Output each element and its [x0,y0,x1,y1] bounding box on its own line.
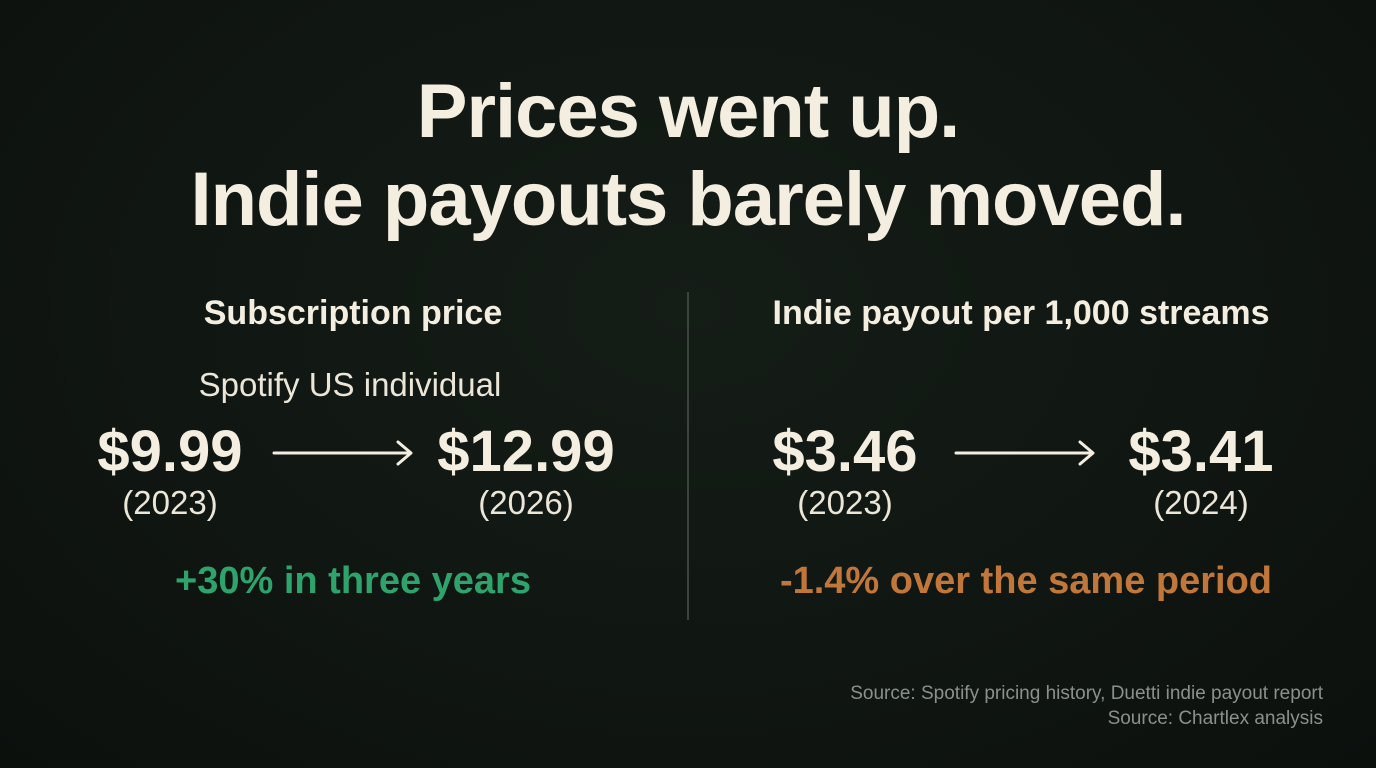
source-line-2: Source: Chartlex analysis [1107,708,1323,729]
left-to-year: (2026) [478,484,574,521]
left-panel-title: Subscription price [203,294,503,332]
right-from-year: (2023) [797,484,893,521]
right-panel-title: Indie payout per 1,000 streams [772,294,1270,332]
right-change-label: -1.4% over the same period [779,560,1273,602]
arrow-right-icon [272,440,413,466]
left-from-year: (2023) [122,484,218,521]
left-from-value: $9.99 [97,419,243,484]
panel-divider [687,292,689,620]
arrow-right-icon [954,440,1095,466]
left-panel-subtitle: Spotify US individual [198,366,502,403]
left-to-value: $12.99 [437,419,615,484]
right-from-value: $3.46 [772,419,918,484]
source-line-1: Source: Spotify pricing history, Duetti … [850,683,1323,704]
headline-line-2: Indie payouts barely moved. [190,157,1186,242]
headline-line-1: Prices went up. [416,69,961,154]
headline: Prices went up. Indie payouts barely mov… [0,68,1376,244]
right-to-year: (2024) [1153,484,1249,521]
right-to-value: $3.41 [1128,419,1274,484]
left-change-label: +30% in three years [175,560,531,602]
